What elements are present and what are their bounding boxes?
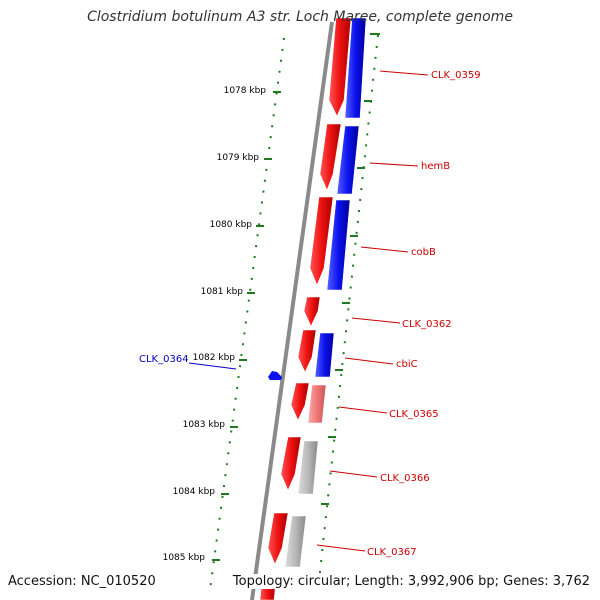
tick-label: 1083 kbp xyxy=(183,420,226,430)
gene-arrow[interactable] xyxy=(309,196,334,286)
leader-line xyxy=(329,470,378,478)
gene-label-clk0367[interactable]: CLK_0367 xyxy=(367,547,417,558)
gene-label-clk0364[interactable]: CLK_0364 xyxy=(139,354,189,365)
topology-text: Topology: circular; Length: 3,992,906 bp… xyxy=(232,574,590,589)
reverse-strand-genes xyxy=(284,17,367,568)
gene-label-clk0359[interactable]: CLK_0359 xyxy=(431,70,481,81)
leader-line xyxy=(351,317,401,324)
gene-arrow[interactable] xyxy=(336,125,360,195)
gene-marker-clk0364[interactable] xyxy=(268,371,282,380)
tick-label: 1080 kbp xyxy=(210,220,253,230)
gene-label-hemb[interactable]: hemB xyxy=(421,161,450,172)
gene-arrow[interactable] xyxy=(328,17,352,117)
gene-arrow[interactable] xyxy=(326,199,351,291)
gene-arrow[interactable] xyxy=(297,440,319,495)
forward-strand-genes xyxy=(259,17,352,600)
gene-arrow[interactable] xyxy=(307,384,327,424)
gene-arrow[interactable] xyxy=(280,436,302,491)
accession-text: Accession: NC_010520 xyxy=(8,574,156,589)
tick-label: 1085 kbp xyxy=(163,553,206,563)
gene-label-clk0366[interactable]: CLK_0366 xyxy=(380,473,430,484)
gene-label-cobb[interactable]: cobB xyxy=(411,247,436,258)
leader-line xyxy=(344,357,394,365)
leader-line xyxy=(360,246,409,253)
major-ticks xyxy=(212,33,380,561)
leader-line xyxy=(188,362,237,370)
gene-label-cbic[interactable]: cbiC xyxy=(396,359,418,370)
gene-arrow[interactable] xyxy=(314,332,335,378)
leader-line xyxy=(369,162,419,167)
gene-arrow[interactable] xyxy=(290,382,310,421)
leader-line xyxy=(379,70,429,76)
tick-label: 1084 kbp xyxy=(173,487,216,497)
backbone-line xyxy=(250,21,334,600)
tick-label: 1081 kbp xyxy=(201,287,244,297)
gene-label-clk0362[interactable]: CLK_0362 xyxy=(402,319,452,330)
tick-rail-left xyxy=(209,37,285,591)
leader-line xyxy=(316,544,366,552)
gene-label-clk0365[interactable]: CLK_0365 xyxy=(389,409,439,420)
tick-label: 1079 kbp xyxy=(217,153,260,163)
leader-lines xyxy=(188,70,429,552)
gene-arrow[interactable] xyxy=(319,123,342,191)
gene-arrow[interactable] xyxy=(344,17,367,119)
gene-arrow[interactable] xyxy=(297,329,317,373)
gene-arrow[interactable] xyxy=(267,512,289,565)
tick-label: 1082 kbp xyxy=(193,353,236,363)
gene-arrow[interactable] xyxy=(303,296,321,327)
tick-label: 1078 kbp xyxy=(224,86,267,96)
gene-arrow[interactable] xyxy=(284,515,307,568)
leader-line xyxy=(338,406,388,414)
genome-title: Clostridium botulinum A3 str. Loch Maree… xyxy=(87,9,513,25)
